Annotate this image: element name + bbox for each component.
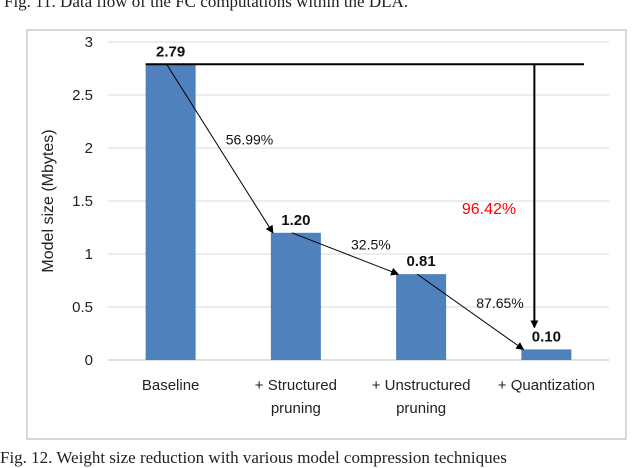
y-tick-label: 1 <box>85 246 93 263</box>
category-label: Baseline <box>142 377 200 394</box>
bar <box>145 64 196 360</box>
figure-caption-top: Fig. 11. Data flow of the FC computation… <box>4 0 409 11</box>
value-label: 1.20 <box>281 212 310 229</box>
y-tick-label: 0.5 <box>72 299 93 316</box>
value-label: 0.10 <box>532 328 561 345</box>
chart-frame <box>26 29 627 440</box>
reduction-arrow <box>416 273 525 350</box>
category-labels: Baseline + Structured pruning + Unstructure… <box>142 377 595 417</box>
category-label: pruning <box>271 400 321 417</box>
y-tick-label: 3 <box>85 34 93 51</box>
total-reduction-label: 96.42% <box>462 201 516 218</box>
category-label: + Unstructured <box>372 377 471 394</box>
y-tick-label: 2.5 <box>72 87 93 104</box>
reduction-arrow <box>291 232 400 276</box>
bar <box>521 349 572 360</box>
bars <box>145 64 572 360</box>
reduction-label: 32.5% <box>351 236 391 252</box>
y-tick-label: 1.5 <box>72 193 93 210</box>
bar <box>396 274 447 360</box>
bar <box>270 232 321 360</box>
y-tick-label: 0 <box>85 352 93 369</box>
category-label: + Structured <box>255 377 337 394</box>
reduction-label: 56.99% <box>226 132 273 148</box>
reduction-arrow <box>166 63 274 234</box>
value-label: 0.81 <box>407 253 436 270</box>
y-axis-ticks: 0 0.5 1 1.5 2 2.5 3 <box>72 34 93 369</box>
y-tick-label: 2 <box>85 140 93 157</box>
value-label: 2.79 <box>156 43 185 60</box>
y-axis-label: Model size (Mbytes) <box>40 129 57 272</box>
value-labels: 2.79 1.20 0.81 0.10 <box>156 43 561 345</box>
reduction-arrows: 56.99% 32.5% 87.65% <box>166 63 525 350</box>
reduction-label: 87.65% <box>476 295 523 311</box>
category-label: pruning <box>396 400 446 417</box>
figure-caption-bottom: Fig. 12. Weight size reduction with vari… <box>0 448 507 467</box>
total-reduction-group: 96.42% <box>145 63 584 329</box>
category-label: + Quantization <box>498 377 595 394</box>
